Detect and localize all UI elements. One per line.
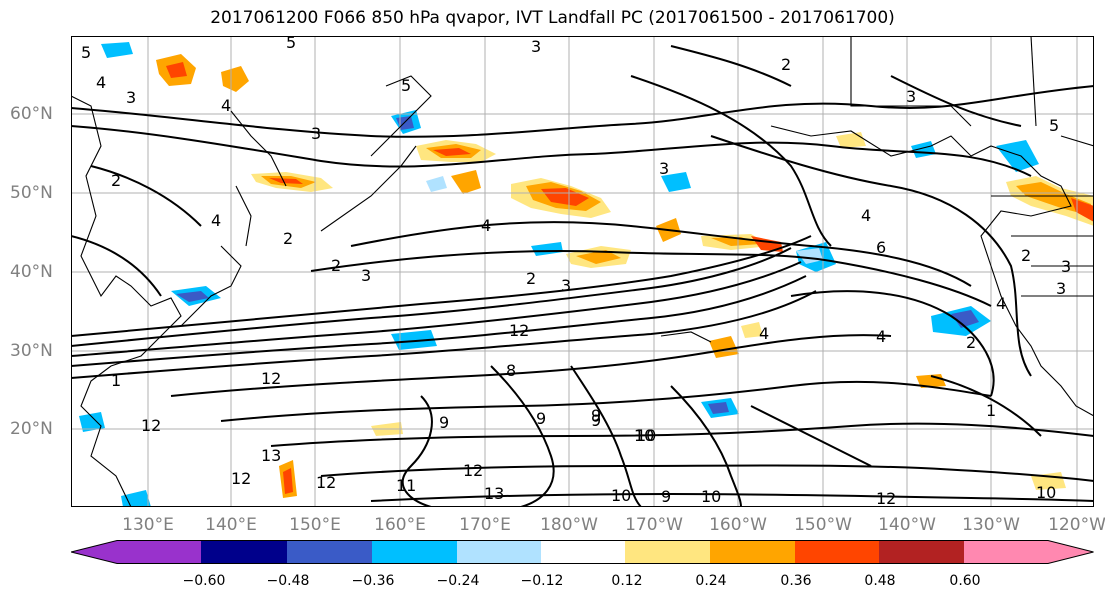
colorbar-segment [625,540,710,564]
svg-text:2: 2 [526,269,536,288]
svg-text:4: 4 [221,96,231,115]
lat-label-40n: 40°N [10,262,53,282]
lat-label-30n: 30°N [10,341,53,361]
colorbar-tick-label: −0.48 [266,573,310,589]
colorbar-tick-label: 0.24 [695,573,727,589]
lon-label-150w: 150°W [794,515,852,535]
svg-text:10: 10 [636,426,656,445]
colorbar-tick-label: −0.36 [351,573,395,589]
svg-text:4: 4 [96,73,106,92]
svg-text:4: 4 [861,206,871,225]
colorbar-segment [710,540,795,564]
lon-label-150e: 150°E [289,515,341,535]
svg-text:9: 9 [439,413,449,432]
colorbar-tick-label: −0.60 [182,573,226,589]
svg-text:6: 6 [876,238,886,257]
svg-text:13: 13 [484,484,504,503]
lon-label-160w: 160°W [709,515,767,535]
svg-text:9: 9 [536,409,546,428]
svg-text:5: 5 [286,36,296,52]
svg-text:13: 13 [261,446,281,465]
svg-text:10: 10 [701,487,721,506]
lon-label-140e: 140°E [205,515,257,535]
svg-text:4: 4 [876,327,886,346]
lon-label-130e: 130°E [122,515,174,535]
svg-text:12: 12 [876,489,896,507]
colorbar-segment [71,540,201,564]
contour-labels: 5 4 3 2 2 3 1 4 3 5 3 2 5 4 3 4 6 2 3 3 … [81,36,1071,507]
svg-text:12: 12 [463,461,483,480]
svg-text:3: 3 [561,276,571,295]
map-panel: 5 4 3 2 2 3 1 4 3 5 3 2 5 4 3 4 6 2 3 3 … [71,36,1094,507]
svg-text:3: 3 [126,88,136,107]
colorbar-tick-label: −0.12 [520,573,564,589]
svg-text:11: 11 [396,476,416,495]
svg-text:4: 4 [996,294,1006,313]
svg-text:3: 3 [531,37,541,56]
svg-text:2: 2 [331,256,341,275]
svg-text:4: 4 [211,211,221,230]
lon-label-160e: 160°E [374,515,426,535]
svg-text:9: 9 [591,406,601,425]
colorbar [71,540,1094,564]
svg-text:12: 12 [261,369,281,388]
lon-label-140w: 140°W [878,515,936,535]
svg-text:2: 2 [1021,246,1031,265]
lat-label-20n: 20°N [10,419,53,439]
svg-text:12: 12 [509,321,529,340]
lat-label-50n: 50°N [10,183,53,203]
svg-text:5: 5 [1049,116,1059,135]
svg-text:9: 9 [661,487,671,506]
svg-text:5: 5 [401,76,411,95]
svg-text:10: 10 [1036,483,1056,502]
negative-anomaly-patches [79,42,1039,507]
svg-text:12: 12 [316,473,336,492]
svg-text:2: 2 [283,229,293,248]
graticule [71,36,1094,507]
svg-text:2: 2 [111,171,121,190]
colorbar-segment [372,540,457,564]
colorbar-tick-label: 0.48 [864,573,896,589]
svg-text:3: 3 [906,87,916,106]
svg-text:3: 3 [361,266,371,285]
colorbar-tick-label: −0.24 [436,573,480,589]
svg-text:3: 3 [659,159,669,178]
colorbar-segment [964,540,1094,564]
lon-label-180w: 180°W [540,515,598,535]
map-frame [71,36,1094,507]
colorbar-tick-label: 0.36 [780,573,812,589]
svg-text:3: 3 [311,124,321,143]
svg-text:2: 2 [966,333,976,352]
svg-text:9: 9 [591,411,601,430]
lon-label-130w: 130°W [962,515,1020,535]
colorbar-segment [879,540,964,564]
svg-text:10: 10 [611,486,631,505]
lon-label-170w: 170°W [625,515,683,535]
ivt-contours [71,45,1094,507]
colorbar-segment [287,540,372,564]
svg-text:3: 3 [1056,279,1066,298]
svg-text:12: 12 [231,469,251,488]
coastlines [71,36,1094,507]
svg-text:5: 5 [81,43,91,62]
colorbar-segment [201,540,287,564]
svg-text:3: 3 [1061,257,1071,276]
lat-label-60n: 60°N [10,104,53,124]
svg-text:1: 1 [111,371,121,390]
lon-label-170e: 170°E [459,515,511,535]
colorbar-tick-label: 0.60 [949,573,981,589]
svg-text:12: 12 [141,416,161,435]
svg-text:10: 10 [634,426,654,445]
colorbar-segment [795,540,879,564]
svg-text:1: 1 [986,401,996,420]
svg-text:8: 8 [506,361,516,380]
colorbar-segment [457,540,541,564]
colorbar-tick-label: 0.12 [611,573,643,589]
map-title: 2017061200 F066 850 hPa qvapor, IVT Land… [210,8,895,28]
colorbar-segment [541,540,625,564]
svg-text:2: 2 [781,55,791,74]
lon-label-120w: 120°W [1048,515,1105,535]
svg-text:4: 4 [481,216,491,235]
svg-text:4: 4 [759,324,769,343]
